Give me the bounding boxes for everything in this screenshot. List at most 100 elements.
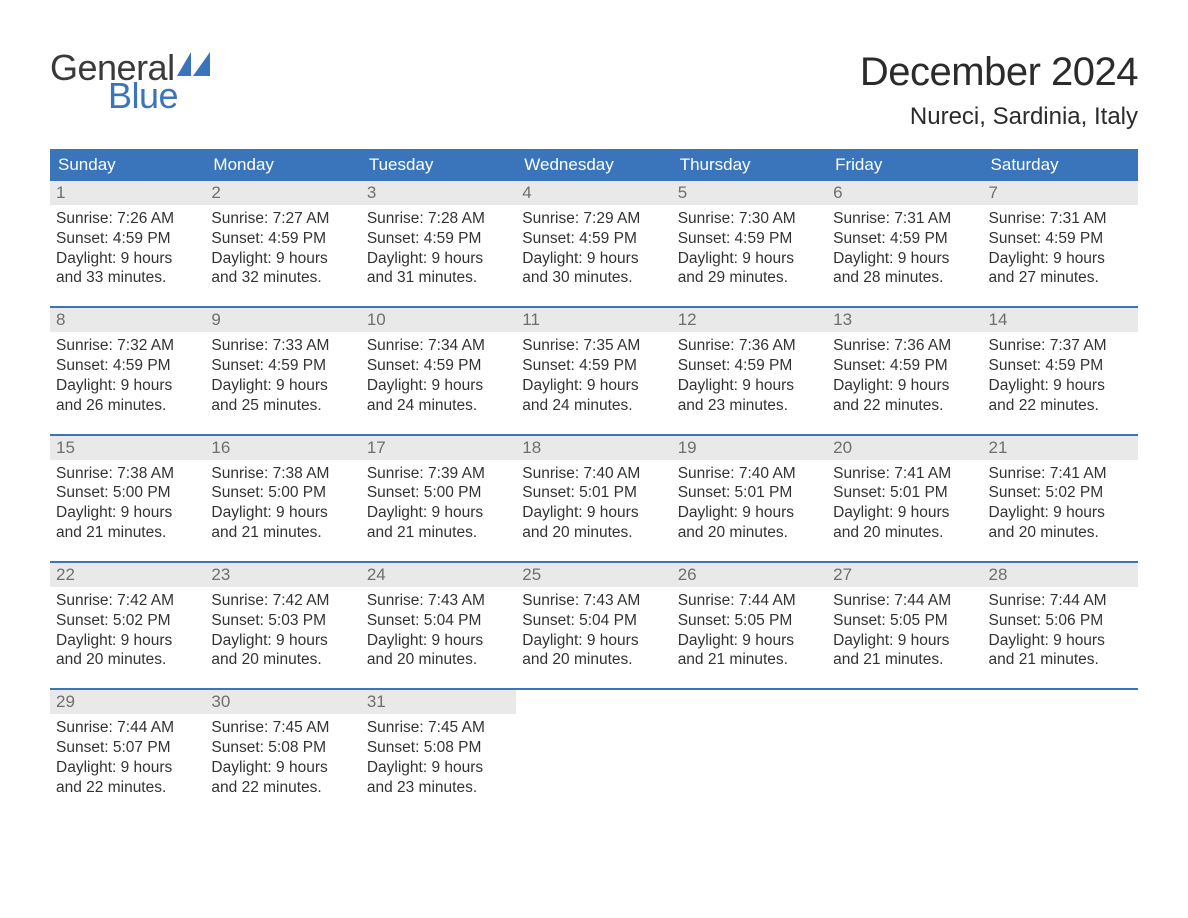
sunrise-line: Sunrise: 7:44 AM (989, 591, 1132, 611)
day-number: 2 (211, 183, 220, 202)
daylight-line-1: Daylight: 9 hours (56, 631, 199, 651)
day-number: 15 (56, 438, 75, 457)
day-cell: 13 Sunrise: 7:36 AMSunset: 4:59 PMDayligh… (827, 308, 982, 415)
sunset-line: Sunset: 5:08 PM (211, 738, 354, 758)
day-number: 13 (833, 310, 852, 329)
sunset-line: Sunset: 5:01 PM (522, 483, 665, 503)
day-number-band: 16 (205, 436, 360, 460)
day-cell: 2Sunrise: 7:27 AMSunset: 4:59 PMDaylight… (205, 181, 360, 288)
day-number: 31 (367, 692, 386, 711)
daylight-line-1: Daylight: 9 hours (678, 631, 821, 651)
daylight-line-2: and 31 minutes. (367, 268, 510, 288)
day-cell: 19Sunrise: 7:40 AMSunset: 5:01 PMDayligh… (672, 436, 827, 543)
sunset-line: Sunset: 5:01 PM (833, 483, 976, 503)
sunrise-line: Sunrise: 7:40 AM (678, 464, 821, 484)
sunset-line: Sunset: 4:59 PM (678, 356, 821, 376)
day-number: 17 (367, 438, 386, 457)
day-number: 24 (367, 565, 386, 584)
day-number: 20 (833, 438, 852, 457)
day-number-band: 24 (361, 563, 516, 587)
daylight-line-1: Daylight: 9 hours (367, 631, 510, 651)
day-body: Sunrise: 7:44 AMSunset: 5:07 PMDaylight:… (50, 714, 205, 797)
sunrise-line: Sunrise: 7:44 AM (833, 591, 976, 611)
sunrise-line: Sunrise: 7:31 AM (833, 209, 976, 229)
daylight-line-2: and 22 minutes. (989, 396, 1132, 416)
day-number: 16 (211, 438, 230, 457)
day-cell: 28Sunrise: 7:44 AMSunset: 5:06 PMDayligh… (983, 563, 1138, 670)
daylight-line-2: and 20 minutes. (833, 523, 976, 543)
sunrise-line: Sunrise: 7:31 AM (989, 209, 1132, 229)
day-body: Sunrise: 7:36 AMSunset: 4:59 PMDaylight:… (827, 332, 982, 415)
daylight-line-1: Daylight: 9 hours (367, 503, 510, 523)
daylight-line-1: Daylight: 9 hours (833, 631, 976, 651)
sunrise-line: Sunrise: 7:45 AM (367, 718, 510, 738)
day-number: 10 (367, 310, 386, 329)
sunset-line: Sunset: 4:59 PM (833, 229, 976, 249)
day-number: 14 (989, 310, 1008, 329)
day-number: 5 (678, 183, 687, 202)
sunset-line: Sunset: 5:02 PM (989, 483, 1132, 503)
day-number-band: 2 (205, 181, 360, 205)
sunrise-line: Sunrise: 7:28 AM (367, 209, 510, 229)
sunrise-line: Sunrise: 7:36 AM (833, 336, 976, 356)
day-number: 12 (678, 310, 697, 329)
day-cell: 26Sunrise: 7:44 AMSunset: 5:05 PMDayligh… (672, 563, 827, 670)
day-number: 11 (522, 310, 540, 329)
sunset-line: Sunset: 4:59 PM (678, 229, 821, 249)
daylight-line-2: and 21 minutes. (211, 523, 354, 543)
daylight-line-2: and 21 minutes. (678, 650, 821, 670)
weekday-header: Wednesday (516, 149, 671, 181)
location-subtitle: Nureci, Sardinia, Italy (860, 103, 1138, 131)
day-body: Sunrise: 7:44 AMSunset: 5:06 PMDaylight:… (983, 587, 1138, 670)
daylight-line-2: and 20 minutes. (367, 650, 510, 670)
daylight-line-1: Daylight: 9 hours (522, 376, 665, 396)
daylight-line-1: Daylight: 9 hours (833, 503, 976, 523)
title-block: December 2024 Nureci, Sardinia, Italy (860, 50, 1138, 131)
daylight-line-2: and 20 minutes. (211, 650, 354, 670)
daylight-line-2: and 27 minutes. (989, 268, 1132, 288)
daylight-line-1: Daylight: 9 hours (56, 249, 199, 269)
day-number: 4 (522, 183, 531, 202)
sunrise-line: Sunrise: 7:36 AM (678, 336, 821, 356)
day-number: 19 (678, 438, 697, 457)
day-body: Sunrise: 7:36 AMSunset: 4:59 PMDaylight:… (672, 332, 827, 415)
week-row: 29Sunrise: 7:44 AMSunset: 5:07 PMDayligh… (50, 688, 1138, 797)
day-number: 7 (989, 183, 998, 202)
daylight-line-1: Daylight: 9 hours (367, 249, 510, 269)
daylight-line-1: Daylight: 9 hours (211, 249, 354, 269)
day-body: Sunrise: 7:43 AMSunset: 5:04 PMDaylight:… (361, 587, 516, 670)
day-number-band: 28 (983, 563, 1138, 587)
day-cell: 18Sunrise: 7:40 AMSunset: 5:01 PMDayligh… (516, 436, 671, 543)
day-cell (827, 690, 982, 797)
daylight-line-2: and 20 minutes. (522, 523, 665, 543)
sunrise-line: Sunrise: 7:30 AM (678, 209, 821, 229)
sunset-line: Sunset: 4:59 PM (56, 356, 199, 376)
sunset-line: Sunset: 5:06 PM (989, 611, 1132, 631)
day-number: 22 (56, 565, 75, 584)
daylight-line-2: and 21 minutes. (367, 523, 510, 543)
day-body: Sunrise: 7:39 AMSunset: 5:00 PMDaylight:… (361, 460, 516, 543)
daylight-line-1: Daylight: 9 hours (56, 758, 199, 778)
page: General Blue December 2024 Nureci, Sardi… (0, 0, 1188, 828)
daylight-line-2: and 24 minutes. (367, 396, 510, 416)
daylight-line-1: Daylight: 9 hours (522, 503, 665, 523)
daylight-line-1: Daylight: 9 hours (211, 631, 354, 651)
daylight-line-1: Daylight: 9 hours (211, 376, 354, 396)
weekday-header: Monday (205, 149, 360, 181)
day-number: 26 (678, 565, 697, 584)
day-cell: 30Sunrise: 7:45 AMSunset: 5:08 PMDayligh… (205, 690, 360, 797)
daylight-line-1: Daylight: 9 hours (367, 758, 510, 778)
sunset-line: Sunset: 5:00 PM (56, 483, 199, 503)
sunset-line: Sunset: 5:03 PM (211, 611, 354, 631)
daylight-line-2: and 30 minutes. (522, 268, 665, 288)
day-cell: 23Sunrise: 7:42 AMSunset: 5:03 PMDayligh… (205, 563, 360, 670)
daylight-line-2: and 22 minutes. (211, 778, 354, 798)
day-cell: 4Sunrise: 7:29 AMSunset: 4:59 PMDaylight… (516, 181, 671, 288)
sail-icon (177, 52, 211, 80)
day-body: Sunrise: 7:40 AMSunset: 5:01 PMDaylight:… (516, 460, 671, 543)
day-cell: 24 Sunrise: 7:43 AMSunset: 5:04 PMDayligh… (361, 563, 516, 670)
daylight-line-2: and 21 minutes. (989, 650, 1132, 670)
day-number: 30 (211, 692, 230, 711)
sunset-line: Sunset: 5:04 PM (522, 611, 665, 631)
day-body: Sunrise: 7:30 AMSunset: 4:59 PMDaylight:… (672, 205, 827, 288)
